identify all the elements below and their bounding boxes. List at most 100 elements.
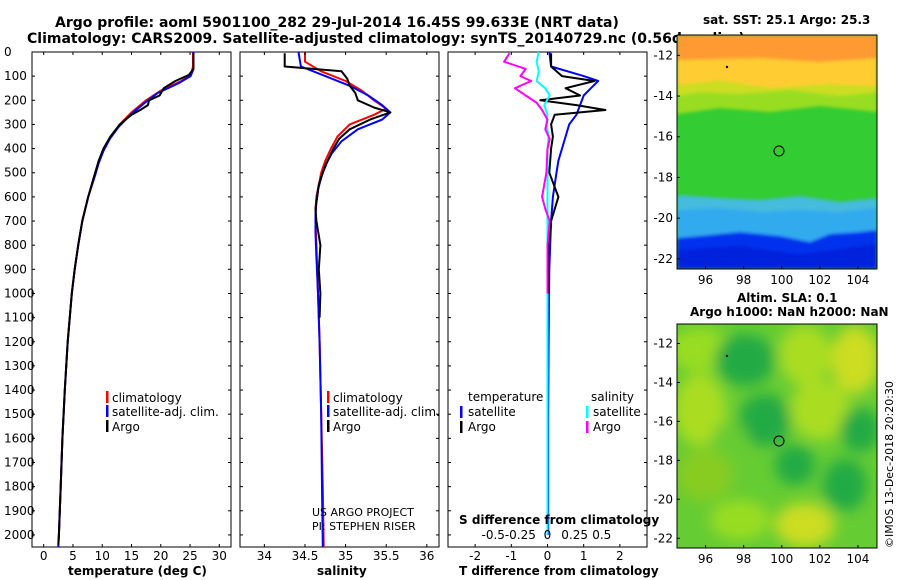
sst-map-image xyxy=(677,35,877,269)
depth-tick-label: 2000 xyxy=(4,528,35,542)
x-tick-label-s: 0.25 xyxy=(561,528,588,542)
depth-tick-label: 300 xyxy=(4,117,27,131)
x-tick-label-s: -0.25 xyxy=(505,528,536,542)
legend-label-climatology: climatology xyxy=(112,391,182,405)
depth-tick-label: 1800 xyxy=(4,480,35,494)
depth-tick-label: 1100 xyxy=(4,311,35,325)
x-tick-label: -1 xyxy=(505,549,517,563)
legend-swatch-s-argo xyxy=(586,421,589,433)
map-x-tick-label: 100 xyxy=(770,273,793,287)
credit-line2: PI: STEPHEN RISER xyxy=(312,520,416,533)
salinity-panel xyxy=(239,51,440,548)
x-tick-label: 25 xyxy=(182,549,197,563)
legend-swatch-t-satellite xyxy=(460,406,463,418)
x-tick-label-s: -0.5 xyxy=(482,528,505,542)
salinity-x-ticks: 34 34.5 35 35.5 36 xyxy=(257,52,434,563)
depth-tick-label: 500 xyxy=(4,166,27,180)
map-x-tick-label: 102 xyxy=(808,552,831,566)
legend-swatch-climatology xyxy=(327,391,330,403)
sla-map-ticks: 96 98 100 102 104 -12 -14 -16 -18 -20 -22 xyxy=(653,336,869,566)
legend-swatch-argo xyxy=(327,420,330,432)
map-y-tick-label: -20 xyxy=(653,492,673,506)
temperature-profiles xyxy=(57,52,195,548)
sla-map-title-line2: Argo h1000: NaN h2000: NaN xyxy=(690,305,889,319)
series-line-argo xyxy=(57,53,195,545)
x-tick-label: 0 xyxy=(40,549,48,563)
difference-legend: temperature satellite Argo salinity sate… xyxy=(460,390,641,434)
depth-tick-label: 1900 xyxy=(4,504,35,518)
series-line-t-satellite xyxy=(547,51,600,535)
legend-swatch-climatology xyxy=(106,391,109,403)
difference-xlabel: T difference from climatology xyxy=(459,564,659,578)
x-tick-label: 15 xyxy=(124,549,139,563)
sla-map-title-line1: Altim. SLA: 0.1 xyxy=(737,291,838,305)
legend-label-s-satellite: satellite xyxy=(593,405,641,419)
sst-map-ticks: 96 98 100 102 104 -12 -14 -16 -18 -20 -22 xyxy=(653,48,869,287)
legend-swatch-satellite xyxy=(106,405,109,417)
depth-axis: 0 100 200 300 400 500 600 700 800 900 1000 1100 1200… xyxy=(4,45,647,542)
x-tick-label: -2 xyxy=(469,549,481,563)
series-line-t-argo xyxy=(539,53,607,294)
depth-tick-label: 1500 xyxy=(4,407,35,421)
depth-tick-label: 200 xyxy=(4,93,27,107)
difference-x-ticks: -2 -1 0 1 2 xyxy=(469,52,624,563)
salinity-profiles xyxy=(283,51,392,548)
map-y-tick-label: -12 xyxy=(653,48,673,62)
map-x-tick-label: 98 xyxy=(736,273,751,287)
depth-tick-label: 600 xyxy=(4,190,27,204)
map-x-tick-label: 102 xyxy=(808,273,831,287)
map-x-tick-label: 104 xyxy=(846,273,869,287)
map-y-tick-label: -22 xyxy=(653,531,673,545)
map-y-tick-label: -14 xyxy=(653,89,673,103)
figure-title-line2: Climatology: CARS2009. Satellite-adjuste… xyxy=(27,31,745,47)
depth-tick-label: 1400 xyxy=(4,383,35,397)
legend-label-argo: Argo xyxy=(333,420,361,434)
difference-profiles xyxy=(503,51,607,535)
figure-title-line1: Argo profile: aoml 5901100_282 29-Jul-20… xyxy=(55,15,619,31)
x-tick-label: 10 xyxy=(95,549,110,563)
temperature-legend: climatology satellite-adj. clim. Argo xyxy=(106,391,219,434)
map-y-tick-label: -14 xyxy=(653,375,673,389)
depth-tick-label: 900 xyxy=(4,262,27,276)
x-tick-label: 2 xyxy=(616,549,624,563)
map-x-tick-label: 96 xyxy=(698,273,713,287)
legend-label-climatology: climatology xyxy=(333,391,403,405)
salinity-xlabel: salinity xyxy=(317,564,367,578)
difference-top-xlabel: S difference from climatology xyxy=(459,513,659,527)
sla-map-image xyxy=(677,324,877,548)
map-x-tick-label: 96 xyxy=(698,552,713,566)
legend-swatch-s-satellite xyxy=(586,406,589,418)
depth-tick-label: 1000 xyxy=(4,286,35,300)
salinity-legend: climatology satellite-adj. clim. Argo xyxy=(327,391,440,434)
legend-label-s-argo: Argo xyxy=(593,420,621,434)
depth-tick-label: 100 xyxy=(4,69,27,83)
legend-swatch-satellite xyxy=(327,405,330,417)
map-y-tick-label: -18 xyxy=(653,170,673,184)
depth-tick-label: 800 xyxy=(4,238,27,252)
depth-tick-label: 1300 xyxy=(4,359,35,373)
x-tick-label: 34.5 xyxy=(292,549,319,563)
x-tick-label: 5 xyxy=(69,549,77,563)
x-tick-label: 30 xyxy=(212,549,227,563)
difference-s-ticks: -0.5 -0.25 0 0.25 0.5 xyxy=(482,528,612,542)
legend-swatch-t-argo xyxy=(460,421,463,433)
x-tick-label: 35 xyxy=(338,549,353,563)
x-tick-label: 35.5 xyxy=(373,549,400,563)
legend-label-t-satellite: satellite xyxy=(468,405,516,419)
depth-tick-label: 1700 xyxy=(4,455,35,469)
map-y-tick-label: -12 xyxy=(653,336,673,350)
x-tick-label: 20 xyxy=(153,549,168,563)
map-x-tick-label: 98 xyxy=(736,552,751,566)
credit-line1: US ARGO PROJECT xyxy=(312,506,414,519)
legend-label-satellite: satellite-adj. clim. xyxy=(112,405,219,419)
series-line-s-argo xyxy=(503,52,551,294)
depth-tick-label: 400 xyxy=(4,142,27,156)
legend-title-temperature: temperature xyxy=(468,390,543,404)
x-tick-label: 0 xyxy=(544,549,552,563)
sla-map-frame xyxy=(676,323,878,549)
map-x-tick-label: 100 xyxy=(770,552,793,566)
map-y-tick-label: -18 xyxy=(653,453,673,467)
depth-tick-label: 1600 xyxy=(4,431,35,445)
legend-swatch-argo xyxy=(106,420,109,432)
